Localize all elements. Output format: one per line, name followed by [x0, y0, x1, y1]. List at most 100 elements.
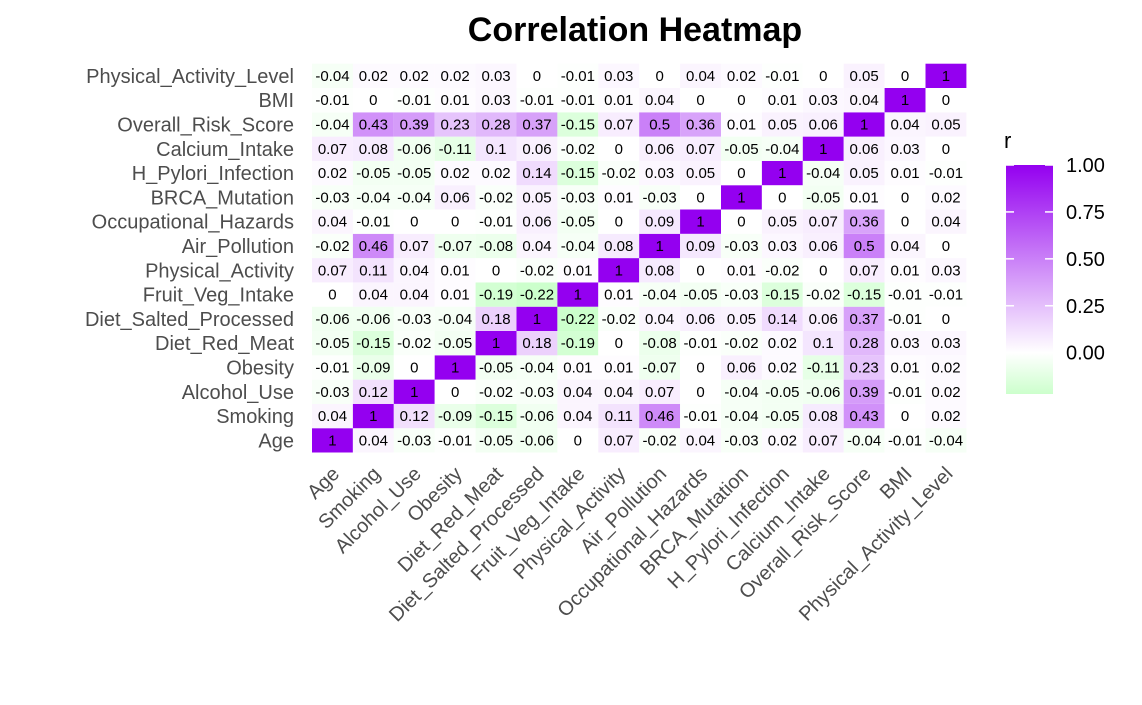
cell-value-label: 0.07	[318, 141, 347, 158]
cell-value-label: 0.04	[563, 408, 592, 425]
heatmap-cell	[312, 331, 353, 356]
cell-value-label: -0.15	[765, 287, 799, 304]
heatmap-cell	[352, 88, 394, 113]
cell-value-label: -0.15	[479, 408, 513, 425]
heatmap-cell	[802, 185, 844, 210]
cell-value-label: 0.43	[850, 408, 879, 425]
cell-value-label: -0.02	[397, 335, 431, 352]
heatmap-cell	[557, 160, 599, 186]
cell-value-label: -0.05	[724, 141, 758, 158]
heatmap-cell	[393, 282, 435, 307]
cell-value-label: 0.07	[686, 141, 715, 158]
heatmap-cell	[925, 136, 967, 161]
heatmap-cell	[312, 160, 353, 186]
heatmap-cell	[639, 160, 681, 186]
heatmap-cell	[884, 379, 926, 404]
cell-value-label: 0.04	[645, 92, 674, 109]
legend-tick-label: 0.75	[1066, 202, 1105, 224]
y-tick-label: Age	[258, 430, 294, 452]
cell-value-label: 0.03	[931, 262, 960, 279]
cell-value-label: -0.19	[561, 335, 595, 352]
cell-value-label: 0.01	[890, 262, 919, 279]
cell-value-label: 0	[737, 92, 745, 109]
cell-value-label: -0.01	[888, 311, 922, 328]
cell-value-label: -0.08	[643, 335, 677, 352]
cell-value-label: 0.39	[400, 116, 429, 133]
cell-value-label: -0.01	[683, 408, 717, 425]
heatmap-cell	[598, 355, 640, 380]
heatmap-cell	[802, 233, 844, 259]
cell-value-label: -0.02	[561, 141, 595, 158]
cell-value-label: -0.01	[888, 432, 922, 449]
cell-value-label: 0.05	[850, 68, 879, 85]
heatmap-cell	[721, 112, 762, 137]
cell-value-label: 0.04	[359, 432, 388, 449]
cell-value-label: -0.05	[765, 408, 799, 425]
cell-value-label: 0.03	[931, 335, 960, 352]
cell-value-label: -0.01	[888, 287, 922, 304]
heatmap-cell	[639, 306, 681, 331]
heatmap-cell	[393, 403, 435, 429]
cell-value-label: 0.04	[686, 432, 715, 449]
cell-value-label: 0.14	[522, 165, 551, 182]
cell-value-label: -0.01	[315, 359, 349, 376]
heatmap-cell	[475, 258, 517, 283]
cell-value-label: 0.01	[441, 287, 470, 304]
heatmap-cell	[475, 185, 517, 210]
heatmap-cell	[393, 233, 435, 259]
heatmap-cell	[557, 136, 599, 161]
heatmap-cell	[721, 88, 762, 113]
cell-value-label: 0.02	[441, 68, 470, 85]
heatmap-cell	[352, 258, 394, 283]
heatmap-cell	[680, 112, 721, 137]
heatmap-cell	[598, 331, 640, 356]
cell-value-label: 0.03	[481, 68, 510, 85]
heatmap-cell	[680, 63, 721, 88]
heatmap-cell	[598, 282, 640, 307]
heatmap-cell	[843, 136, 885, 161]
heatmap-cell	[680, 379, 721, 404]
heatmap-cell	[639, 258, 681, 283]
heatmap-cell	[802, 403, 844, 429]
cell-value-label: 0.04	[890, 116, 919, 133]
cell-value-label: 0.04	[359, 287, 388, 304]
cell-value-label: 0.02	[931, 189, 960, 206]
legend-ticks: 0.00 0.25 0.50 0.75 1.00	[1006, 155, 1105, 365]
heatmap-cell	[393, 136, 435, 161]
heatmap-cell	[843, 209, 885, 234]
heatmap-cell	[721, 185, 762, 210]
heatmap-cell	[475, 63, 517, 88]
heatmap-cell	[598, 379, 640, 404]
heatmap-cell	[312, 282, 353, 307]
heatmap-cell	[598, 403, 640, 429]
cell-value-label: 0.07	[809, 432, 838, 449]
heatmap-cell	[598, 233, 640, 259]
heatmap-cell	[434, 185, 476, 210]
heatmap-cell	[312, 233, 353, 259]
heatmap-cell	[352, 403, 394, 429]
cell-value-label: 0	[901, 408, 909, 425]
heatmap-cell	[761, 428, 803, 453]
heatmap-cell	[434, 160, 476, 186]
cell-value-label: -0.09	[356, 359, 390, 376]
cell-value-label: 0.02	[727, 68, 756, 85]
heatmap-cell	[598, 185, 640, 210]
heatmap-cell	[802, 306, 844, 331]
cell-value-label: 0.09	[645, 214, 674, 231]
cell-value-label: -0.04	[561, 238, 595, 255]
cell-value-label: -0.01	[315, 92, 349, 109]
heatmap-cell	[475, 331, 517, 356]
cell-value-label: 0	[696, 262, 704, 279]
cell-value-label: 0.04	[318, 408, 347, 425]
heatmap-cell	[680, 428, 721, 453]
heatmap-cell	[721, 282, 762, 307]
y-tick-label: Fruit_Veg_Intake	[143, 285, 294, 307]
heatmap-cell	[393, 160, 435, 186]
heatmap-cell	[802, 63, 844, 88]
cell-value-label: -0.06	[520, 432, 554, 449]
heatmap-cell	[312, 88, 353, 113]
cell-value-label: 0	[901, 68, 909, 85]
cell-value-label: 1	[574, 287, 582, 304]
heatmap-cell	[312, 136, 353, 161]
heatmap-cell	[516, 331, 558, 356]
